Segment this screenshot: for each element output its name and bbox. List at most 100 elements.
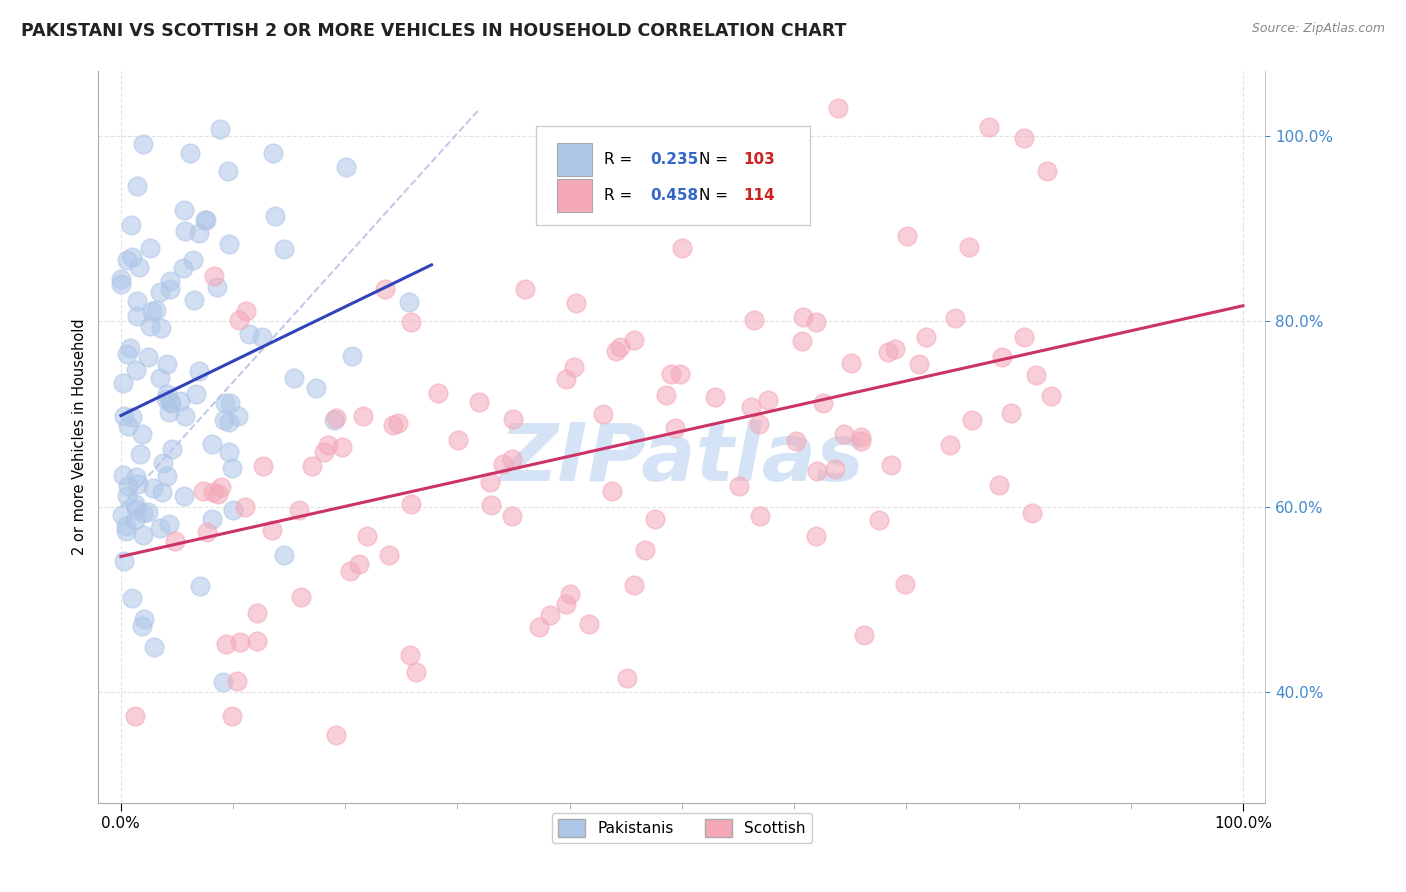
Point: [538, 608, 561, 623]
Point: [173, 489, 195, 503]
Point: [578, 617, 600, 632]
Point: [644, 512, 666, 526]
Point: [159, 274, 181, 288]
Point: [669, 368, 692, 382]
Point: [162, 442, 184, 457]
Point: [142, 640, 165, 655]
Text: 114: 114: [744, 188, 775, 202]
Point: [868, 513, 890, 527]
Point: [156, 357, 179, 371]
FancyBboxPatch shape: [557, 179, 592, 211]
Point: [876, 345, 898, 359]
Point: [121, 409, 143, 424]
Point: [592, 408, 614, 422]
Point: [214, 395, 236, 409]
Point: [398, 294, 420, 309]
Point: [832, 427, 855, 442]
Point: [260, 523, 283, 537]
Point: [229, 635, 252, 649]
Point: [290, 590, 312, 604]
Point: [127, 294, 149, 309]
Point: [132, 136, 155, 151]
Point: [136, 505, 159, 519]
Point: [117, 479, 139, 493]
Point: [623, 333, 645, 347]
Point: [152, 456, 174, 470]
Point: [111, 376, 134, 390]
Point: [117, 419, 139, 434]
Point: [131, 619, 153, 633]
Point: [824, 462, 846, 476]
Point: [128, 447, 150, 461]
Point: [325, 728, 347, 742]
Point: [988, 477, 1011, 491]
Point: [209, 122, 232, 136]
Point: [347, 557, 370, 571]
Point: [378, 548, 401, 562]
Point: [342, 349, 364, 363]
Point: [853, 628, 876, 642]
Point: [381, 418, 404, 433]
Point: [250, 329, 273, 343]
Point: [149, 285, 172, 299]
Point: [115, 518, 138, 533]
Point: [301, 458, 323, 473]
Point: [165, 533, 187, 548]
Point: [211, 675, 233, 690]
Point: [112, 554, 135, 568]
Point: [664, 421, 686, 435]
Point: [1039, 389, 1062, 403]
Point: [200, 437, 222, 451]
Text: N =: N =: [699, 152, 734, 167]
Point: [616, 672, 638, 686]
Point: [142, 481, 165, 495]
Point: [501, 451, 523, 466]
Text: R =: R =: [603, 188, 637, 202]
Point: [179, 146, 201, 161]
Point: [124, 497, 146, 511]
Point: [938, 438, 960, 452]
Point: [215, 637, 238, 651]
Point: [159, 396, 181, 410]
Point: [124, 470, 146, 484]
Point: [174, 224, 197, 238]
Point: [352, 409, 374, 423]
Point: [1035, 164, 1057, 178]
Text: 0.458: 0.458: [651, 188, 699, 202]
Text: 103: 103: [744, 152, 776, 167]
Point: [202, 268, 225, 283]
Point: [447, 433, 470, 447]
Point: [150, 485, 173, 500]
Point: [183, 253, 205, 268]
Point: [790, 334, 813, 348]
Point: [398, 648, 420, 663]
Point: [960, 413, 983, 427]
Point: [115, 346, 138, 360]
Point: [957, 240, 980, 254]
Point: [314, 444, 336, 458]
Point: [214, 413, 236, 427]
Point: [124, 363, 146, 377]
Point: [426, 385, 449, 400]
Point: [262, 145, 284, 160]
Point: [221, 708, 243, 723]
Point: [157, 516, 180, 531]
Point: [851, 434, 873, 449]
Point: [405, 665, 427, 679]
Point: [600, 483, 623, 498]
Point: [132, 612, 155, 626]
Point: [880, 458, 903, 472]
Point: [623, 578, 645, 592]
Point: [200, 512, 222, 526]
Point: [173, 409, 195, 423]
Point: [374, 282, 396, 296]
Point: [1012, 131, 1035, 145]
Point: [671, 241, 693, 255]
Point: [111, 508, 134, 522]
Point: [252, 459, 274, 474]
Point: [173, 203, 195, 218]
Point: [169, 393, 191, 408]
Point: [218, 396, 240, 410]
Point: [132, 528, 155, 542]
Point: [564, 296, 586, 310]
